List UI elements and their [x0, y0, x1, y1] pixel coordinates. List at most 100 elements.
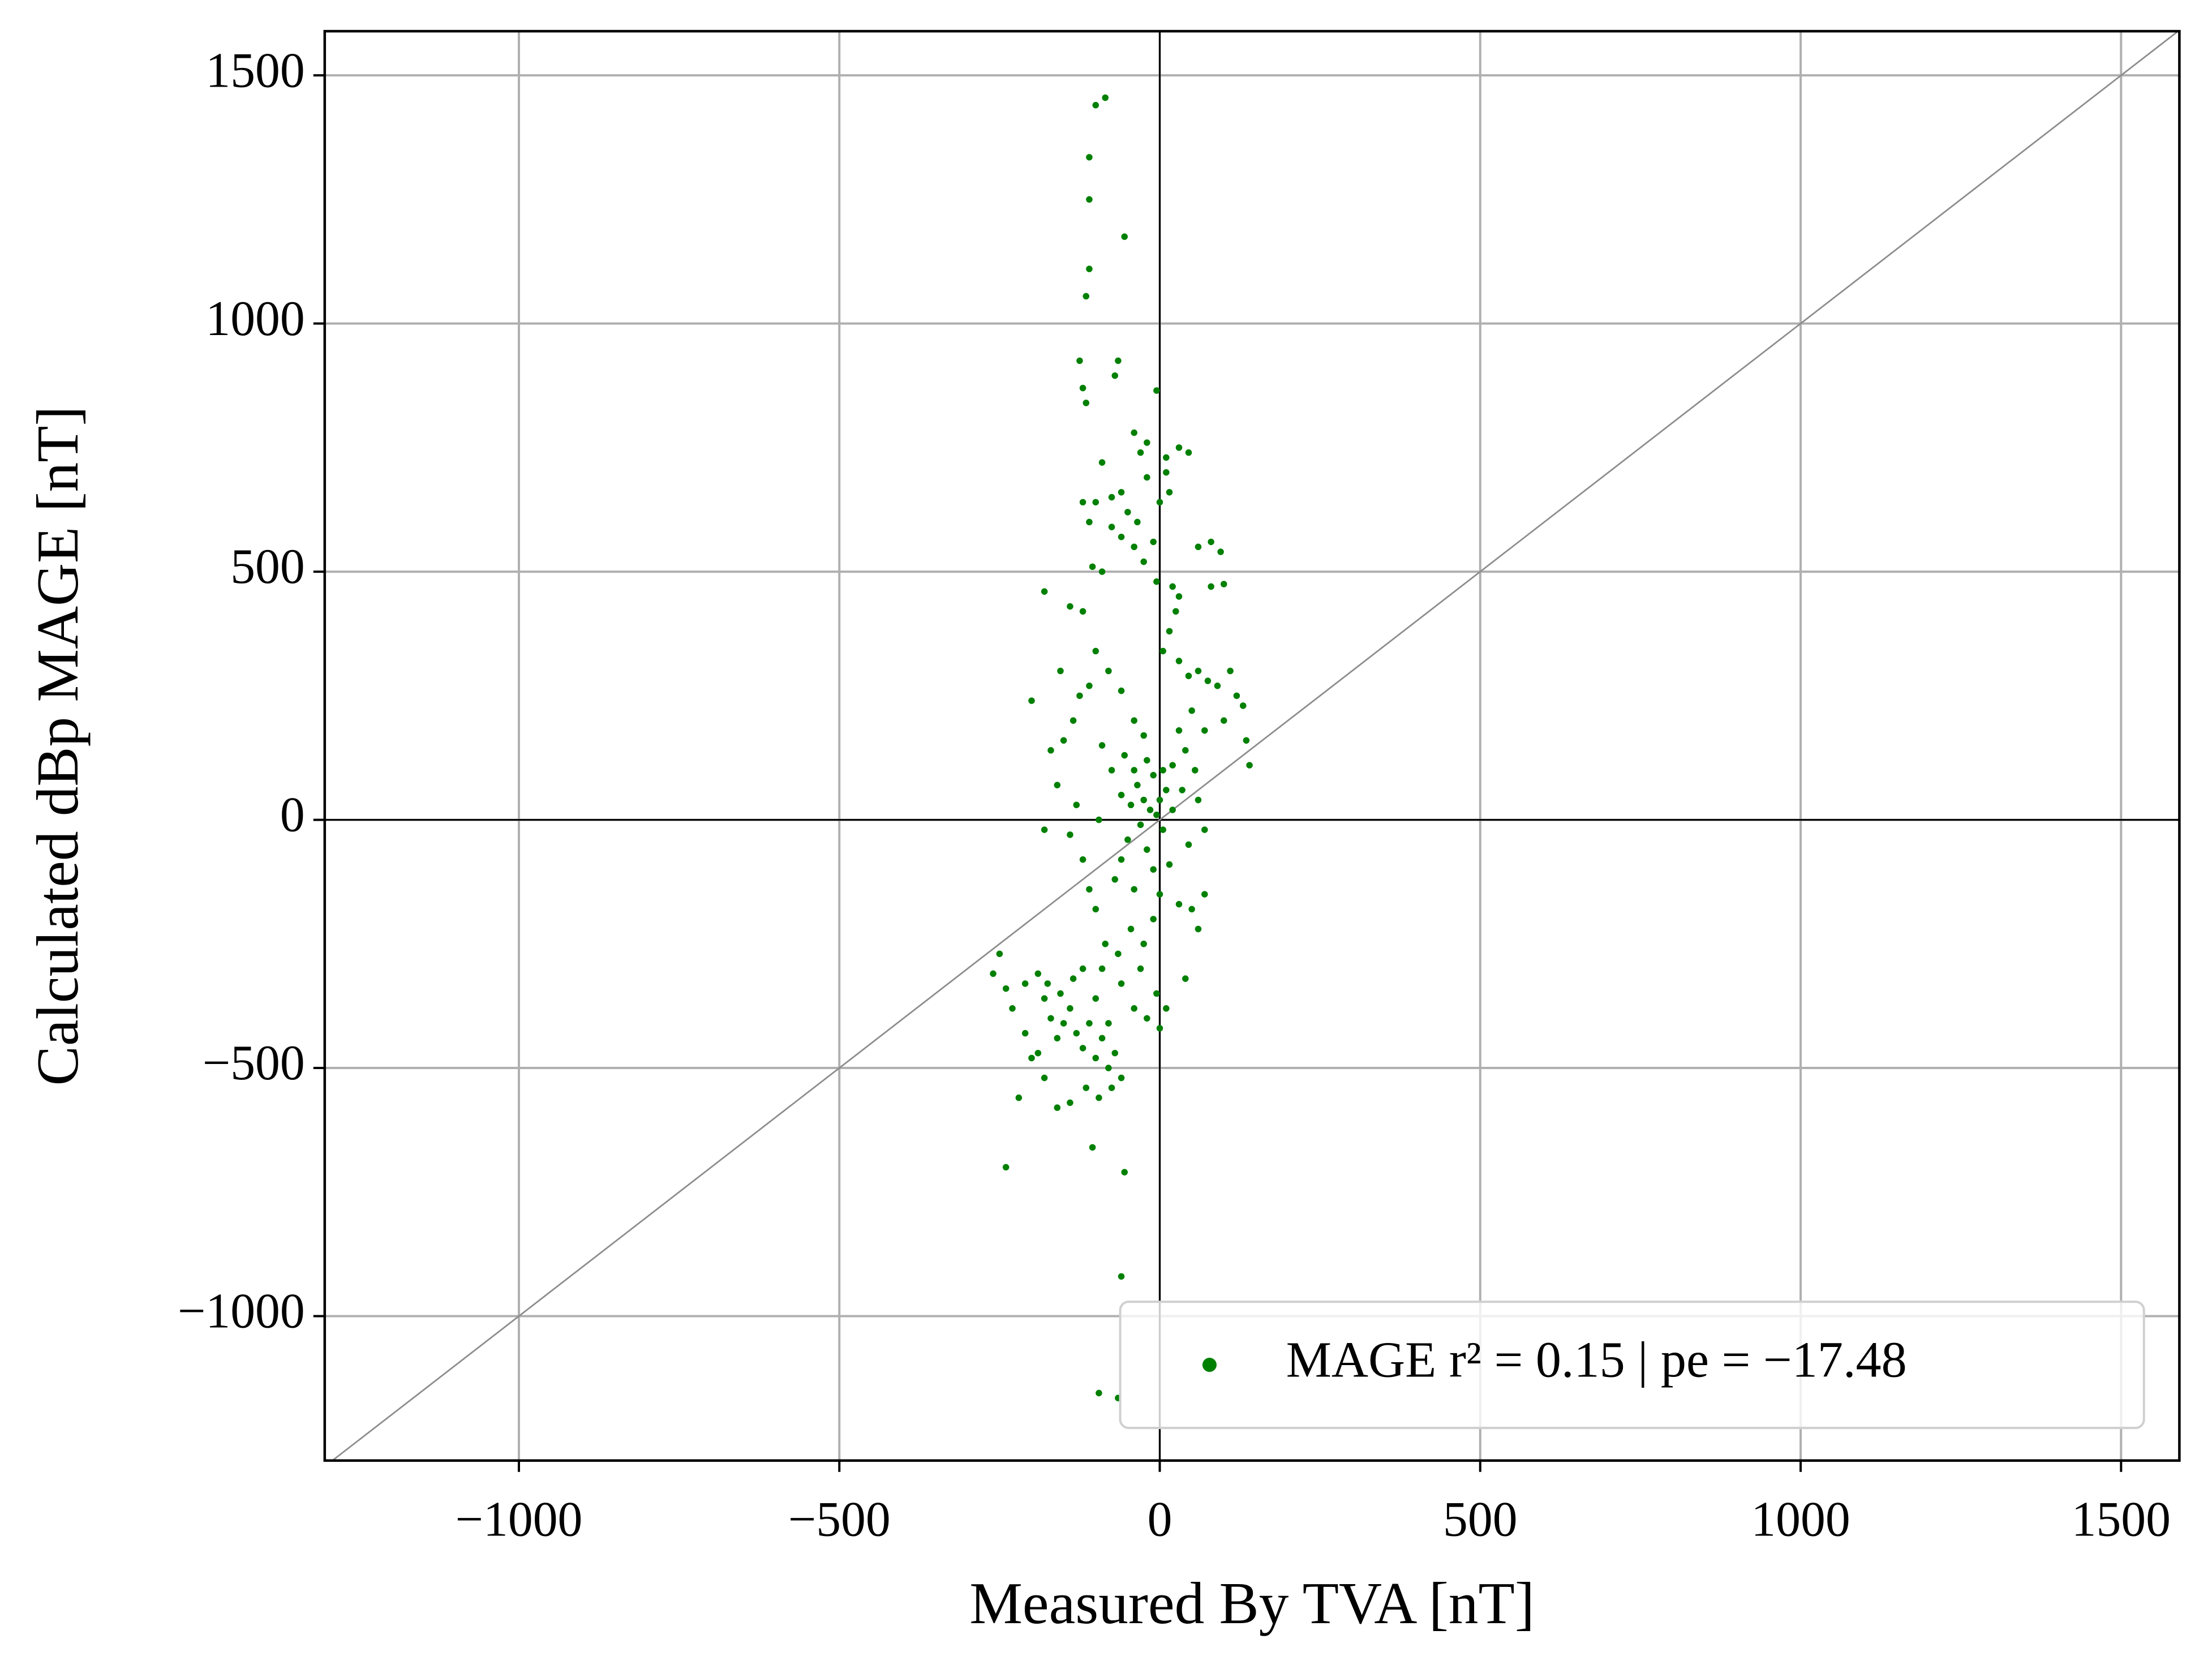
y-axis-label: Calculated dBp MAGE [nT]: [24, 406, 91, 1086]
scatter-point: [1092, 499, 1099, 506]
scatter-point: [1220, 717, 1227, 724]
scatter-point: [1233, 692, 1240, 700]
scatter-point: [1089, 563, 1096, 570]
scatter-point: [1150, 771, 1157, 779]
x-tick-label: 0: [1148, 1492, 1172, 1547]
scatter-point: [1246, 762, 1253, 769]
scatter-point: [1166, 628, 1173, 635]
y-tick-label: −500: [203, 1035, 305, 1090]
scatter-point: [1239, 702, 1247, 709]
scatter-point: [1009, 1005, 1016, 1012]
scatter-point: [1105, 667, 1112, 675]
scatter-point: [1144, 757, 1150, 764]
scatter-point: [1124, 509, 1131, 516]
scatter-point: [1086, 1020, 1093, 1027]
scatter-point: [1137, 449, 1144, 456]
scatter-point: [1153, 387, 1160, 394]
scatter-point: [1092, 102, 1099, 109]
scatter-point: [1185, 449, 1192, 456]
scatter-point: [1137, 965, 1144, 972]
scatter-point: [1108, 1084, 1115, 1091]
scatter-point: [1079, 384, 1086, 392]
scatter-point: [1220, 581, 1227, 587]
scatter-point: [1150, 916, 1157, 923]
scatter-point: [1111, 876, 1118, 883]
scatter-point: [1092, 995, 1099, 1002]
scatter-point: [1118, 1074, 1125, 1082]
legend: MAGE r² = 0.15 | pe = −17.48: [1119, 1301, 2145, 1430]
scatter-point: [1243, 737, 1250, 744]
scatter-point: [1217, 548, 1224, 555]
scatter-point: [1121, 752, 1128, 759]
scatter-point: [1169, 583, 1176, 590]
scatter-point: [1047, 1015, 1054, 1022]
scatter-point: [1111, 1049, 1118, 1057]
scatter-point: [1156, 499, 1163, 506]
scatter-point: [1096, 1389, 1102, 1397]
y-tick-label: −1000: [178, 1284, 305, 1338]
scatter-point: [1108, 524, 1115, 530]
scatter-point: [1131, 767, 1137, 774]
scatter-point: [1175, 658, 1183, 664]
scatter-point: [1127, 925, 1135, 933]
scatter-point: [1115, 950, 1122, 958]
scatter-point: [1118, 791, 1125, 799]
scatter-point: [1121, 233, 1128, 240]
scatter-point: [1098, 459, 1106, 466]
scatter-point: [1060, 1020, 1067, 1027]
scatter-point: [1060, 737, 1067, 744]
scatter-point: [1098, 965, 1106, 972]
scatter-point: [1131, 1005, 1137, 1012]
scatter-point: [1144, 474, 1150, 481]
y-tick-label: 0: [280, 787, 305, 842]
scatter-point: [1118, 856, 1125, 863]
scatter-point: [1098, 742, 1106, 749]
scatter-point: [1201, 891, 1208, 898]
scatter-point: [1195, 667, 1202, 675]
scatter-point: [1086, 683, 1093, 689]
scatter-point: [1127, 801, 1135, 809]
scatter-point: [1204, 677, 1212, 684]
scatter-point: [1144, 1015, 1150, 1022]
scatter-point: [1073, 801, 1080, 809]
scatter-point: [1002, 985, 1010, 992]
scatter-point: [1118, 1273, 1125, 1280]
scatter-point: [1175, 727, 1183, 734]
scatter-point: [1131, 429, 1137, 436]
plot-frame: [323, 29, 2181, 1462]
scatter-point: [1131, 717, 1137, 724]
scatter-point: [1156, 891, 1163, 898]
scatter-point: [1098, 1035, 1106, 1042]
scatter-point: [1134, 518, 1141, 526]
scatter-point: [1105, 1020, 1112, 1027]
scatter-point: [1153, 578, 1160, 585]
scatter-point: [1070, 975, 1077, 982]
scatter-point: [1140, 796, 1147, 804]
scatter-point: [1118, 533, 1125, 540]
scatter-point: [1102, 941, 1109, 947]
scatter-point: [1067, 1005, 1073, 1012]
scatter-point: [1096, 1094, 1102, 1101]
scatter-point: [1159, 647, 1166, 655]
scatter-point: [1028, 1054, 1035, 1062]
scatter-point: [1021, 1029, 1029, 1037]
scatter-point: [1067, 1099, 1073, 1106]
scatter-point: [1150, 866, 1157, 873]
scatter-point: [1195, 796, 1202, 804]
scatter-point: [1144, 846, 1150, 853]
scatter-point: [1156, 1025, 1163, 1032]
scatter-point: [1115, 357, 1122, 364]
y-tick-label: 1000: [205, 291, 304, 346]
scatter-point: [1086, 154, 1093, 161]
scatter-point: [1041, 1074, 1048, 1082]
scatter-point: [1076, 357, 1083, 364]
scatter-point: [1195, 543, 1202, 551]
legend-label: MAGE r² = 0.15 | pe = −17.48: [1286, 1331, 1907, 1388]
scatter-point: [1156, 796, 1163, 804]
scatter-point: [1034, 1049, 1042, 1057]
scatter-point: [1108, 767, 1115, 774]
scatter-point: [1041, 588, 1048, 595]
scatter-point: [1079, 608, 1086, 615]
scatter-point: [1182, 975, 1189, 982]
